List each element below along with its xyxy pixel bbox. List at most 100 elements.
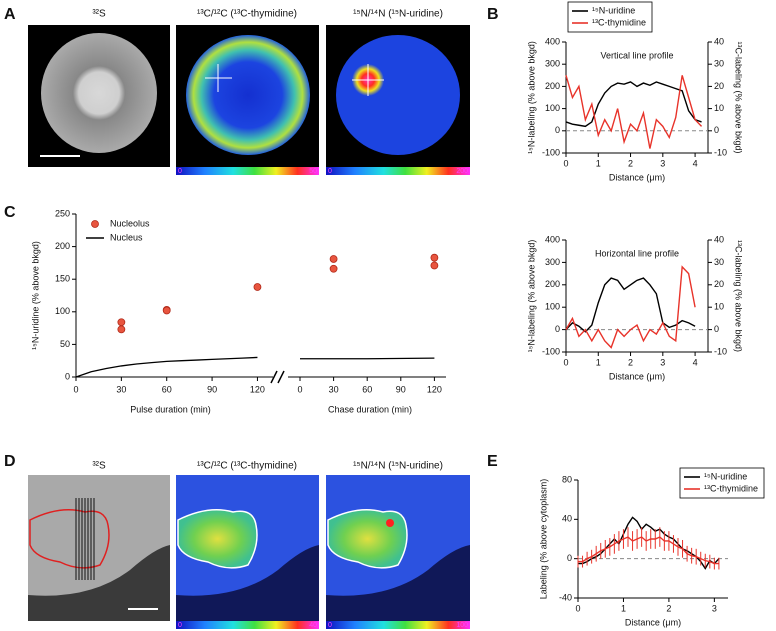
- dark-region: [176, 545, 319, 621]
- panel-a-images: [28, 25, 470, 175]
- data-line: [565, 81, 702, 128]
- colorbar-min: 0: [328, 622, 332, 629]
- data-point: [117, 318, 126, 327]
- image-title: ¹⁵N/¹⁴N (¹⁵N-uridine): [353, 461, 443, 472]
- y-tick-label: 400: [545, 234, 560, 244]
- dark-region: [28, 545, 170, 621]
- x-tick-label: 120: [427, 384, 442, 394]
- y-tick-label: -40: [559, 592, 572, 602]
- data-point: [329, 264, 338, 273]
- x-tick-label: 30: [116, 384, 126, 394]
- x-tick-label: 2: [628, 158, 633, 168]
- image-title: ¹³C/¹²C (¹³C-thymidine): [197, 9, 297, 20]
- y2-tick-label: 0: [714, 324, 719, 334]
- x-axis-label: Pulse duration (min): [130, 404, 211, 414]
- image-title: ¹³C/¹²C (¹³C-thymidine): [197, 461, 297, 472]
- cell: [336, 35, 460, 155]
- y-tick-label: 400: [545, 36, 560, 46]
- y-tick-label: -100: [542, 147, 560, 157]
- x-tick-label: 90: [396, 384, 406, 394]
- panel-label: E: [487, 453, 498, 470]
- y-tick-label: 200: [55, 241, 70, 251]
- cell: [41, 33, 157, 153]
- colorbar-min: 0: [178, 168, 182, 175]
- x-tick-label: 2: [666, 603, 671, 613]
- x-axis-label: Distance (μm): [609, 172, 665, 182]
- data-line: [565, 75, 703, 149]
- x-tick-label: 60: [162, 384, 172, 394]
- y2-axis-label: ¹³C-labeling (% above bkgd): [734, 41, 744, 153]
- colorbar: [176, 167, 319, 175]
- colorbar-max: 200: [456, 168, 468, 175]
- y-tick-label: 0: [555, 324, 560, 334]
- image-title: ³²S: [92, 461, 106, 472]
- y-tick-label: 0: [567, 553, 572, 563]
- y-tick-label: 100: [55, 306, 70, 316]
- y2-tick-label: 20: [714, 279, 724, 289]
- y-tick-label: 40: [562, 514, 572, 524]
- y-tick-label: 0: [65, 371, 70, 381]
- x-axis-label: Distance (μm): [625, 617, 681, 627]
- legend-label: ¹⁵N-uridine: [704, 471, 747, 481]
- colorbar-min: 0: [328, 168, 332, 175]
- y2-tick-label: -10: [714, 346, 727, 356]
- y-axis-label: ¹⁵N-labeling (% above bkgd): [526, 41, 536, 154]
- panel-label: D: [4, 453, 16, 470]
- x-tick-label: 120: [250, 384, 265, 394]
- data-point: [430, 261, 439, 270]
- y2-tick-label: 40: [714, 234, 724, 244]
- x-axis-label: Distance (μm): [609, 371, 665, 381]
- x-tick-label: 4: [693, 158, 698, 168]
- y-tick-label: 250: [55, 208, 70, 218]
- y2-tick-label: 30: [714, 59, 724, 69]
- y-tick-label: 50: [60, 339, 70, 349]
- x-tick-label: 4: [693, 357, 698, 367]
- y-tick-label: 0: [555, 125, 560, 135]
- data-line: [565, 265, 696, 349]
- colorbar: [326, 621, 470, 629]
- cell: [186, 35, 310, 155]
- y-tick-label: 200: [545, 279, 560, 289]
- data-point: [253, 283, 262, 291]
- x-tick-label: 90: [207, 384, 217, 394]
- chart-title: Vertical line profile: [600, 50, 673, 60]
- y-tick-label: 300: [545, 257, 560, 267]
- y-tick-label: 100: [545, 302, 560, 312]
- y2-tick-label: 20: [714, 81, 724, 91]
- legend-box: [567, 1, 653, 33]
- x-tick-label: 0: [563, 357, 568, 367]
- data-line: [75, 356, 258, 378]
- spot: [386, 519, 394, 527]
- axis-break: [277, 370, 285, 384]
- legend-box: [679, 467, 765, 499]
- y-tick-label: 80: [562, 474, 572, 484]
- x-tick-label: 60: [362, 384, 372, 394]
- y2-tick-label: 40: [714, 36, 724, 46]
- line-profiles: [75, 498, 95, 580]
- y2-axis-label: ¹³C-labeling (% above bkgd): [734, 240, 744, 352]
- dark-region: [326, 545, 470, 621]
- y2-tick-label: 10: [714, 302, 724, 312]
- legend-label: ¹⁵N-uridine: [592, 5, 635, 15]
- y2-tick-label: 0: [714, 125, 719, 135]
- data-point: [329, 255, 338, 263]
- colorbar-min: 0: [178, 622, 182, 629]
- chart-title: Horizontal line profile: [595, 248, 679, 258]
- panel-d-images: [28, 475, 470, 629]
- y-tick-label: -100: [542, 346, 560, 356]
- x-tick-label: 3: [660, 158, 665, 168]
- data-line: [578, 536, 719, 565]
- legend-label: ¹³C-thymidine: [592, 17, 646, 27]
- colorbar-max: 40: [309, 622, 317, 629]
- data-line: [300, 357, 435, 360]
- image-title: ³²S: [92, 9, 106, 20]
- y-axis-label: ¹⁵N-labeling (% above bkgd): [526, 240, 536, 353]
- data-line: [565, 277, 696, 333]
- y2-tick-label: 30: [714, 257, 724, 267]
- data-point: [162, 306, 171, 315]
- legend-label: Nucleus: [110, 232, 143, 242]
- colorbar-max: 100: [456, 622, 468, 629]
- y2-tick-label: 10: [714, 103, 724, 113]
